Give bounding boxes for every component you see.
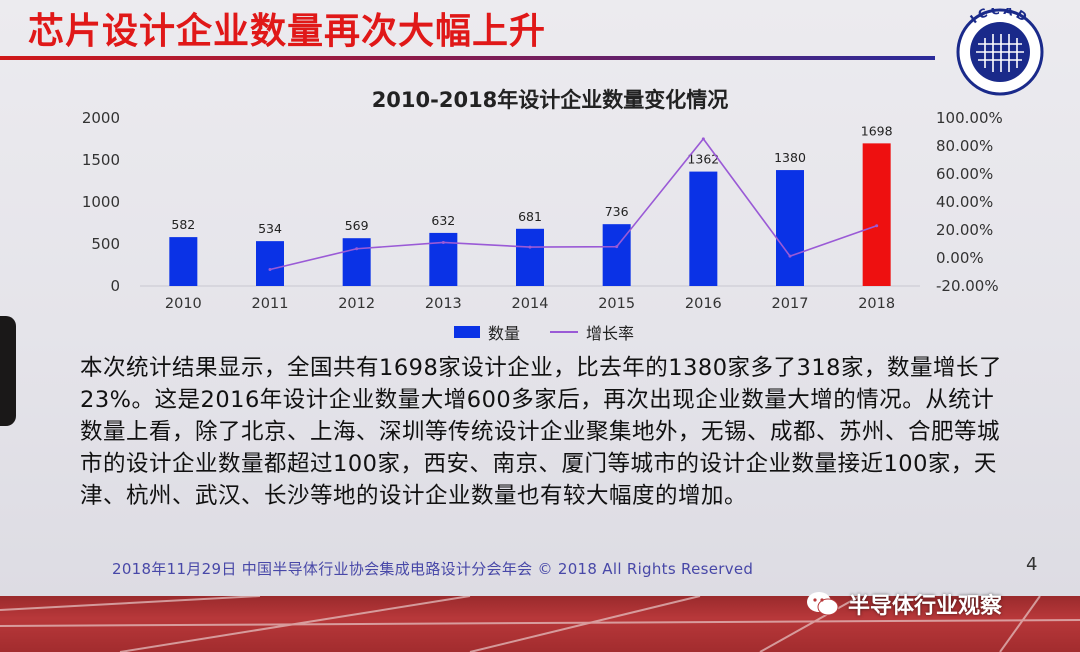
growth-rate-line — [269, 137, 877, 271]
y-tick-label: 500 — [91, 235, 120, 253]
bar-2017 — [776, 170, 804, 286]
bar-value-label: 681 — [518, 209, 542, 224]
growth-rate-point — [528, 245, 532, 249]
x-tick-label: 2015 — [598, 296, 635, 310]
x-tick-label: 2016 — [685, 296, 722, 310]
wechat-icon — [807, 592, 839, 616]
growth-rate-point — [441, 240, 445, 244]
bar-value-label: 1698 — [861, 123, 893, 138]
growth-rate-point — [875, 224, 879, 228]
growth-rate-point — [355, 247, 359, 251]
bar-2018 — [862, 143, 891, 286]
growth-rate-point — [615, 245, 619, 249]
page-number: 4 — [1026, 554, 1038, 575]
bar-2010 — [169, 237, 198, 286]
x-tick-label: 2011 — [252, 296, 289, 310]
y2-tick-label: 100.00% — [936, 109, 1003, 127]
growth-rate-point — [788, 254, 792, 258]
y2-tick-label: 0.00% — [936, 249, 984, 267]
bar-value-label: 632 — [431, 213, 455, 228]
x-tick-label: 2018 — [858, 296, 895, 310]
y2-tick-label: 60.00% — [936, 165, 993, 183]
iccad-logo-icon: ICCAD — [956, 8, 1044, 96]
watermark: 半导体行业观察 — [806, 588, 1002, 620]
slide-footer: 2018年11月29日 中国半导体行业协会集成电路设计分会年会 © 2018 A… — [112, 560, 754, 578]
title-divider — [0, 56, 935, 60]
chart-legend: 数量 增长率 — [454, 320, 634, 344]
summary-paragraph: 本次统计结果显示，全国共有1698家设计企业，比去年的1380家多了318家，数… — [80, 355, 1002, 509]
y-tick-label: 0 — [110, 277, 120, 295]
bar-2013 — [429, 232, 458, 286]
bar-value-label: 736 — [605, 204, 629, 219]
bar-2012 — [342, 238, 371, 286]
bar-value-label: 1380 — [774, 150, 806, 165]
slide-title: 芯片设计企业数量再次大幅上升 — [28, 11, 547, 52]
bar-line-chart: 0 500 1000 1500 2000 -20.00% 0.00% 20.00% 40.00%… — [82, 109, 1003, 310]
legend-bar-swatch — [454, 326, 480, 338]
x-tick-label: 2010 — [165, 296, 202, 310]
growth-rate-point — [701, 137, 705, 141]
x-tick-label: 2012 — [338, 296, 375, 310]
legend-line-swatch — [550, 331, 579, 333]
y-tick-label: 1000 — [82, 193, 120, 211]
bar-2014 — [516, 228, 544, 286]
y-tick-label: 1500 — [82, 151, 120, 169]
y2-tick-label: 80.00% — [936, 137, 993, 155]
bar-value-label: 569 — [345, 218, 369, 233]
stage-floor — [0, 596, 1080, 652]
floor-lines — [0, 596, 1080, 652]
legend-label-growth: 增长率 — [586, 324, 635, 343]
bar-2011 — [256, 241, 284, 286]
bar-value-label: 534 — [258, 221, 282, 236]
y2-tick-label: -20.00% — [936, 277, 999, 295]
x-tick-label: 2017 — [772, 296, 809, 310]
y2-tick-label: 20.00% — [936, 221, 993, 239]
foreground-object — [0, 316, 16, 426]
y2-tick-label: 40.00% — [936, 193, 993, 211]
y-tick-label: 2000 — [82, 109, 120, 127]
x-tick-label: 2013 — [425, 296, 462, 310]
bar-value-label: 582 — [171, 217, 195, 232]
slide: 芯片设计企业数量再次大幅上升 ICCAD 2010-2018年设计企业数量变化情… — [0, 0, 1080, 596]
watermark-text: 半导体行业观察 — [848, 594, 1003, 619]
growth-rate-point — [268, 267, 272, 271]
chart-title: 2010-2018年设计企业数量变化情况 — [371, 88, 729, 112]
bar-2016 — [689, 171, 718, 286]
legend-label-count: 数量 — [488, 324, 521, 343]
x-tick-label: 2014 — [512, 296, 549, 310]
bar-value-label: 1362 — [687, 152, 719, 167]
